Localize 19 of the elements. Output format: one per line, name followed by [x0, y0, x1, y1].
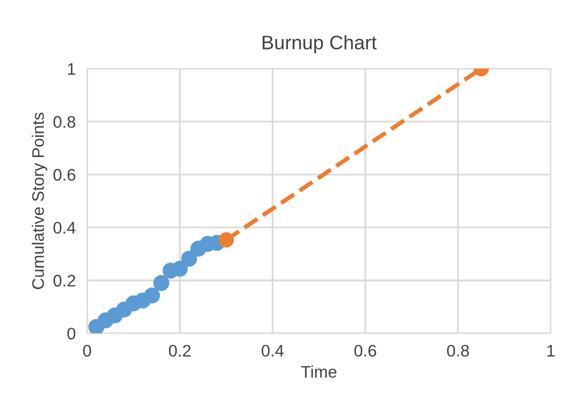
- x-axis-title: Time: [301, 366, 336, 378]
- x-tick-label: 0.4: [262, 344, 284, 357]
- x-tick-label: 0.8: [447, 344, 469, 357]
- point: [153, 275, 170, 291]
- x-tick-label: 1: [547, 345, 555, 356]
- point: [181, 250, 198, 267]
- y-tick-label: 0.4: [53, 222, 76, 234]
- y-axis-title: Cumulative Story Points: [32, 112, 48, 290]
- point: [144, 287, 160, 304]
- y-tick-label: 0.2: [53, 274, 76, 287]
- y-tick-label: 0: [67, 328, 76, 340]
- x-tick-label: 0.2: [168, 344, 191, 357]
- y-tick-label: 1: [68, 63, 76, 75]
- point: [218, 232, 234, 248]
- y-tick-label: 0.6: [53, 168, 76, 181]
- x-tick-label: 0.6: [354, 344, 376, 357]
- chart-title: Burnup Chart: [262, 35, 377, 54]
- y-tick-label: 0.8: [53, 116, 76, 128]
- x-tick-label: 0: [83, 344, 92, 357]
